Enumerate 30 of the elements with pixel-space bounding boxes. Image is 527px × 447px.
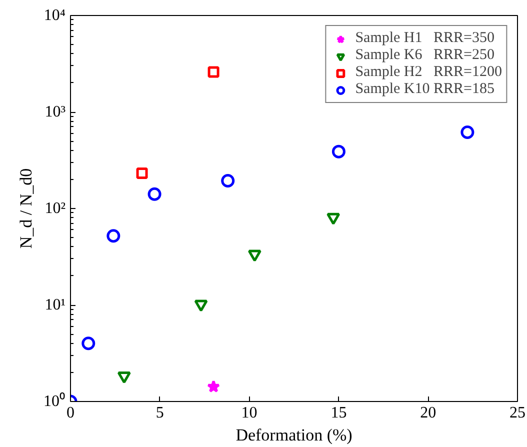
- point: [136, 167, 148, 179]
- point: [117, 372, 131, 384]
- legend-label: Sample K6 RRR=250: [355, 47, 494, 64]
- legend-label: Sample H2 RRR=1200: [355, 64, 502, 81]
- point: [221, 174, 235, 188]
- point: [148, 187, 162, 201]
- point: [326, 212, 340, 225]
- legend-label: Sample H1 RRR=350: [355, 30, 494, 47]
- y-tick-label: 10⁰: [44, 392, 66, 410]
- x-tick-label: 5: [156, 404, 164, 422]
- point: [460, 126, 474, 139]
- point: [82, 336, 96, 350]
- x-tick-label: 15: [330, 404, 347, 422]
- y-tick-label: 10¹: [44, 296, 66, 314]
- point: [106, 229, 120, 243]
- legend-label: Sample K10 RRR=185: [355, 81, 494, 98]
- point: [207, 380, 220, 393]
- y-axis-title: N_d / N_d0: [16, 168, 36, 249]
- y-tick-label: 10⁴: [44, 7, 66, 24]
- y-tick-label: 10²: [44, 200, 66, 217]
- point: [248, 250, 262, 262]
- x-tick-label: 20: [420, 404, 436, 422]
- point: [194, 300, 208, 312]
- x-tick-label: 0: [66, 404, 74, 422]
- x-tick-label: 10: [241, 404, 258, 422]
- point: [332, 144, 346, 158]
- x-tick-label: 25: [510, 404, 526, 422]
- x-axis-title: Deformation (%): [236, 426, 352, 444]
- y-tick-label: 10³: [44, 104, 66, 120]
- point: [208, 66, 220, 78]
